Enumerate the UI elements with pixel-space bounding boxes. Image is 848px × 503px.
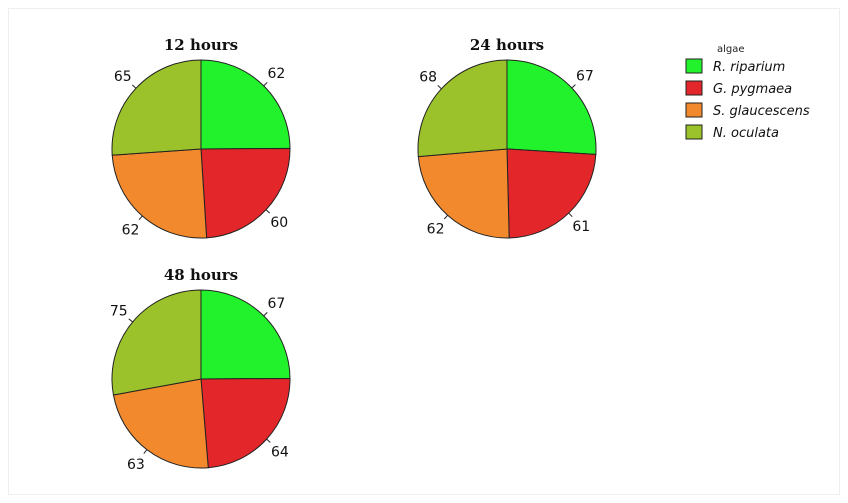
pie-title-12-hours: 12 hours: [164, 36, 238, 54]
pie-value-label-24-hours-g-pygmaea: 61: [572, 219, 590, 235]
pie-leader-12-hours-2: [138, 215, 143, 221]
pie-slice-12-hours-n-oculata: [111, 59, 202, 156]
pie-slice-48-hours-r-riparium: [200, 289, 291, 380]
pie-slice-24-hours-r-riparium: [506, 59, 597, 155]
legend-label-r-riparium: R. riparium: [713, 60, 785, 75]
pie-value-label-12-hours-n-oculata: 65: [114, 69, 132, 85]
pie-leader-48-hours-2: [143, 449, 148, 454]
legend-label-s-glaucescens: S. glaucescens: [713, 104, 810, 119]
legend-label-n-oculata: N. oculata: [713, 126, 779, 141]
pie-leader-12-hours-1: [265, 209, 271, 214]
pie-leader-48-hours-0: [263, 311, 268, 317]
legend-swatch-r-riparium: [685, 58, 703, 74]
pie-leader-24-hours-2: [443, 214, 448, 220]
pie-leader-48-hours-1: [266, 438, 271, 443]
pie-slice-48-hours-s-glaucescens: [112, 378, 209, 469]
pie-title-48-hours: 48 hours: [164, 266, 238, 284]
pie-value-label-24-hours-s-glaucescens: 62: [427, 222, 445, 238]
legend-title: algae: [717, 44, 745, 55]
pie-slice-24-hours-g-pygmaea: [506, 148, 597, 239]
pie-slice-12-hours-g-pygmaea: [200, 147, 291, 239]
pie-slice-48-hours-g-pygmaea: [200, 377, 291, 469]
pie-value-label-48-hours-n-oculata: 75: [110, 303, 128, 319]
pie-title-24-hours: 24 hours: [470, 36, 544, 54]
pie-value-label-24-hours-n-oculata: 68: [419, 70, 437, 86]
legend-swatch-g-pygmaea: [685, 80, 703, 96]
legend-label-g-pygmaea: G. pygmaea: [713, 82, 792, 97]
pie-leader-12-hours-0: [263, 81, 268, 87]
pie-value-label-24-hours-r-riparium: 67: [576, 69, 594, 85]
legend-swatch-s-glaucescens: [685, 102, 703, 118]
pie-slice-24-hours-n-oculata: [417, 59, 508, 158]
pie-24-hours: 24 hours 67 61 62 68: [417, 36, 597, 239]
pie-value-label-12-hours-g-pygmaea: 60: [270, 215, 288, 231]
pie-leader-24-hours-1: [568, 212, 573, 218]
pie-value-label-48-hours-s-glaucescens: 63: [127, 457, 145, 473]
legend: algae R. riparium G. pygmaea S. glaucesc…: [685, 44, 810, 141]
pie-leader-12-hours-3: [131, 84, 137, 89]
pie-leader-24-hours-0: [571, 84, 576, 89]
pie-leader-48-hours-3: [128, 318, 133, 323]
pie-12-hours: 12 hours 62 60 62 65: [111, 36, 291, 239]
pie-leader-24-hours-3: [437, 85, 442, 90]
pie-value-label-48-hours-r-riparium: 67: [268, 296, 286, 312]
legend-swatch-n-oculata: [685, 124, 703, 140]
pie-value-label-12-hours-r-riparium: 62: [268, 66, 286, 82]
pie-value-label-12-hours-s-glaucescens: 62: [122, 223, 140, 239]
pie-48-hours: 48 hours 67 64 63 75: [110, 266, 291, 473]
pie-value-label-48-hours-g-pygmaea: 64: [271, 444, 289, 460]
